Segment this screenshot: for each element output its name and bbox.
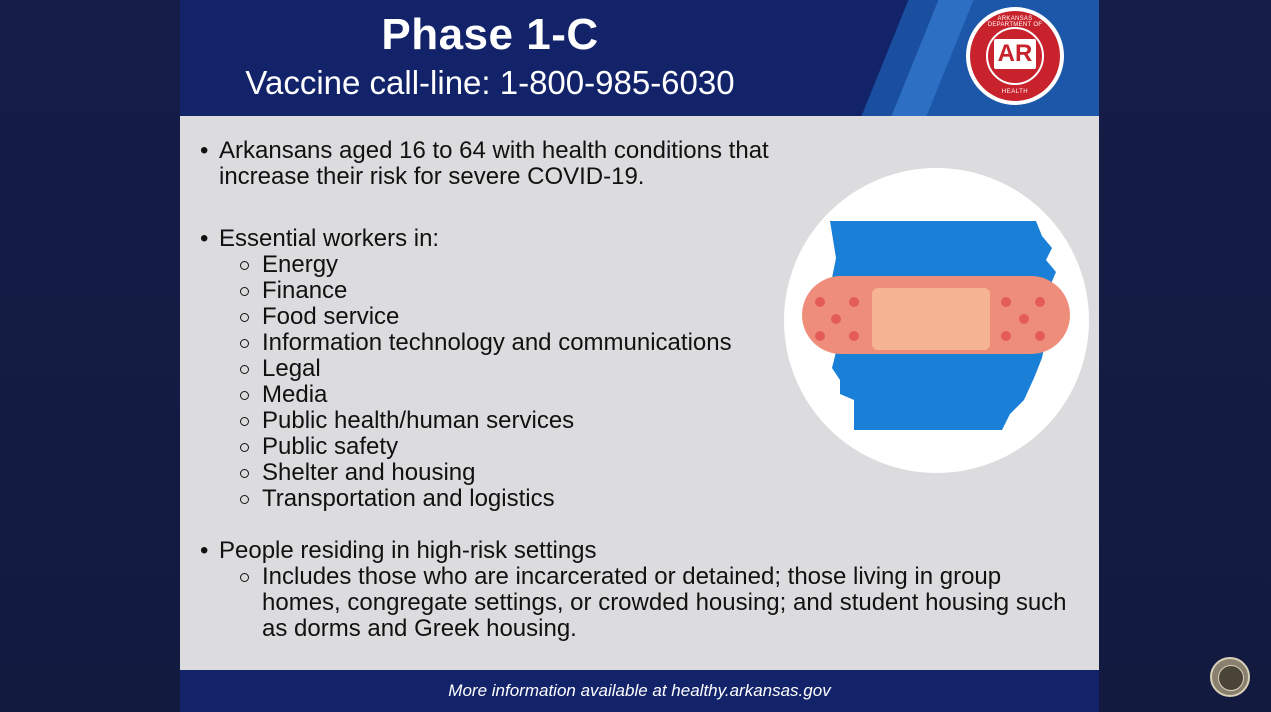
circle-bullet-icon — [240, 495, 249, 504]
circle-bullet-icon — [240, 391, 249, 400]
slide-content: Arkansans aged 16 to 64 with health cond… — [180, 116, 1099, 670]
logo-bottom-text: HEALTH — [1001, 89, 1029, 95]
bullet-item: Arkansans aged 16 to 64 with health cond… — [200, 138, 819, 190]
circle-bullet-icon — [240, 417, 249, 426]
arkansas-map-with-bandage-icon — [784, 168, 1089, 473]
sub-bullet-item: Information technology and communication… — [200, 330, 1080, 356]
map-bandage-illustration — [802, 221, 1070, 430]
circle-bullet-icon — [240, 287, 249, 296]
sub-bullet-text: Shelter and housing — [262, 459, 476, 486]
logo-top-text: ARKANSAS DEPARTMENT OF — [987, 16, 1043, 28]
sub-bullet-item: Shelter and housing — [200, 460, 1080, 486]
circle-bullet-icon — [240, 469, 249, 478]
circle-bullet-icon — [240, 365, 249, 374]
circle-bullet-icon — [240, 313, 249, 322]
sub-bullet-item: Public safety — [200, 434, 1080, 460]
sub-bullet-item: Media — [200, 382, 1080, 408]
sub-bullet-text: Public health/human services — [262, 407, 575, 434]
bullet-text: People residing in high-risk settings — [219, 537, 597, 564]
vaccine-call-line: Vaccine call-line: 1-800-985-6030 — [245, 64, 735, 101]
slide-title: Phase 1-C — [381, 10, 599, 59]
sub-bullet-text: Information technology and communication… — [262, 329, 732, 356]
sub-bullet-text: Energy — [262, 251, 339, 278]
sub-bullet-text: Finance — [262, 277, 348, 304]
seal-center — [1218, 665, 1244, 691]
sub-bullet-item: Food service — [200, 304, 1080, 330]
logo-ring — [986, 27, 1044, 85]
sub-bullet-item: Energy — [200, 252, 1080, 278]
slide-footer: More information available at healthy.ar… — [180, 670, 1099, 712]
sub-bullet-text: Public safety — [262, 433, 399, 460]
left-background-panel — [0, 0, 180, 712]
bullet-item: Essential workers in: — [200, 225, 1080, 253]
circle-bullet-icon — [240, 443, 249, 452]
arkansas-state-seal-icon — [1210, 657, 1250, 697]
sub-bullet-text: Media — [262, 381, 328, 408]
sub-bullet-item: Finance — [200, 278, 1080, 304]
sub-bullet-text: Food service — [262, 303, 400, 330]
bullet-group: People residing in high-risk settings In… — [200, 538, 1080, 642]
sub-bullet-text: Legal — [262, 355, 321, 382]
sub-bullet-item: Includes those who are incarcerated or d… — [200, 564, 1082, 642]
arkansas-health-logo: ARKANSAS DEPARTMENT OF AR HEALTH — [966, 7, 1064, 105]
sub-bullet-list: Energy Finance Food service Information … — [200, 252, 1080, 512]
presentation-slide: Phase 1-C Vaccine call-line: 1-800-985-6… — [180, 0, 1099, 712]
slide-header: Phase 1-C Vaccine call-line: 1-800-985-6… — [180, 0, 1099, 116]
sub-bullet-item: Transportation and logistics — [200, 486, 1080, 512]
sub-bullet-item: Public health/human services — [200, 408, 1080, 434]
bullet-list: Arkansans aged 16 to 64 with health cond… — [200, 138, 1080, 642]
circle-bullet-icon — [240, 339, 249, 348]
bullet-text: Arkansans aged 16 to 64 with health cond… — [219, 137, 769, 190]
bullet-group: Essential workers in: Energy Finance Foo… — [200, 226, 1080, 512]
sub-bullet-text: Transportation and logistics — [262, 485, 555, 512]
bullet-item: People residing in high-risk settings — [200, 537, 1080, 565]
circle-bullet-icon — [240, 261, 249, 270]
sub-bullet-item: Legal — [200, 356, 1080, 382]
bullet-text: Essential workers in: — [219, 225, 440, 252]
logo-circle: ARKANSAS DEPARTMENT OF AR HEALTH — [970, 11, 1060, 101]
sub-bullet-text: Includes those who are incarcerated or d… — [262, 563, 1067, 642]
sub-bullet-list: Includes those who are incarcerated or d… — [200, 564, 1080, 642]
logo-ar-text: AR — [994, 39, 1036, 69]
right-background-panel — [1099, 0, 1271, 712]
circle-bullet-icon — [240, 573, 249, 582]
